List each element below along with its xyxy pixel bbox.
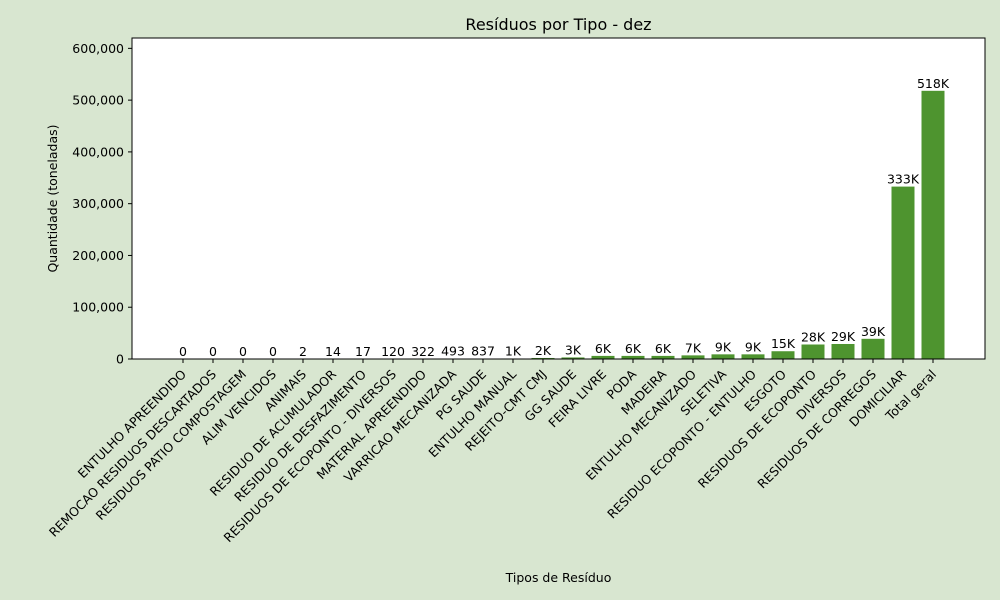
- bar: [681, 355, 705, 359]
- bar-value-label: 3K: [565, 342, 582, 357]
- chart-title: Resíduos por Tipo - dez: [465, 15, 651, 34]
- bar: [801, 344, 825, 359]
- bar: [771, 351, 795, 359]
- plot-area: [132, 38, 985, 359]
- bar-value-label: 0: [179, 344, 187, 359]
- y-tick-label: 0: [116, 352, 124, 367]
- bar: [861, 338, 885, 359]
- bar: [711, 354, 735, 359]
- bar-value-label: 518K: [917, 76, 950, 91]
- bar-value-label: 837: [471, 344, 495, 359]
- bar-value-label: 2: [299, 344, 307, 359]
- bar: [621, 355, 645, 359]
- bar: [651, 355, 675, 359]
- bar-value-label: 28K: [801, 330, 826, 345]
- bar-value-label: 2K: [535, 343, 552, 358]
- bar-value-label: 6K: [625, 341, 642, 356]
- bar-value-label: 17: [355, 344, 371, 359]
- x-axis-title: Tipos de Resíduo: [505, 570, 612, 585]
- bar-value-label: 39K: [861, 324, 886, 339]
- y-axis-title: Quantidade (toneladas): [45, 124, 60, 272]
- y-tick-label: 400,000: [72, 144, 124, 159]
- plot-frame: [131, 37, 986, 360]
- bar-value-label: 6K: [595, 341, 612, 356]
- bar-value-label: 9K: [745, 339, 762, 354]
- bar: [891, 186, 915, 359]
- bar-value-label: 0: [209, 344, 217, 359]
- bar-value-label: 493: [441, 344, 465, 359]
- bar-value-label: 333K: [887, 172, 920, 187]
- y-tick-label: 100,000: [72, 300, 124, 315]
- bar-value-label: 15K: [771, 336, 796, 351]
- bar: [741, 354, 765, 359]
- bar: [831, 343, 855, 359]
- bar-value-label: 322: [411, 344, 435, 359]
- bar-value-label: 29K: [831, 329, 856, 344]
- bar: [561, 357, 585, 359]
- bar-value-label: 120: [381, 344, 405, 359]
- y-axis-ticks: 0 100,000 200,000 300,000 400,000 500,000 600,…: [72, 41, 132, 367]
- bar-value-label: 0: [239, 344, 247, 359]
- y-tick-label: 500,000: [72, 93, 124, 108]
- y-tick-label: 600,000: [72, 41, 124, 56]
- y-tick-label: 200,000: [72, 248, 124, 263]
- bar-value-label: 1K: [505, 343, 522, 358]
- bar: [531, 357, 555, 359]
- bar-value-label: 0: [269, 344, 277, 359]
- bar-value-label: 9K: [715, 339, 732, 354]
- bar: [591, 355, 615, 359]
- bar-value-labels: 0 0 0 0 2 14 17 120 322 493 837 1K 2K 3K 6K 6K 6K 7K 9K 9K 1…: [179, 76, 950, 359]
- bar: [921, 90, 945, 359]
- bar-value-label: 7K: [685, 340, 702, 355]
- y-tick-label: 300,000: [72, 196, 124, 211]
- bars: [291, 90, 945, 359]
- bar-value-label: 14: [325, 344, 341, 359]
- bar-value-label: 6K: [655, 341, 672, 356]
